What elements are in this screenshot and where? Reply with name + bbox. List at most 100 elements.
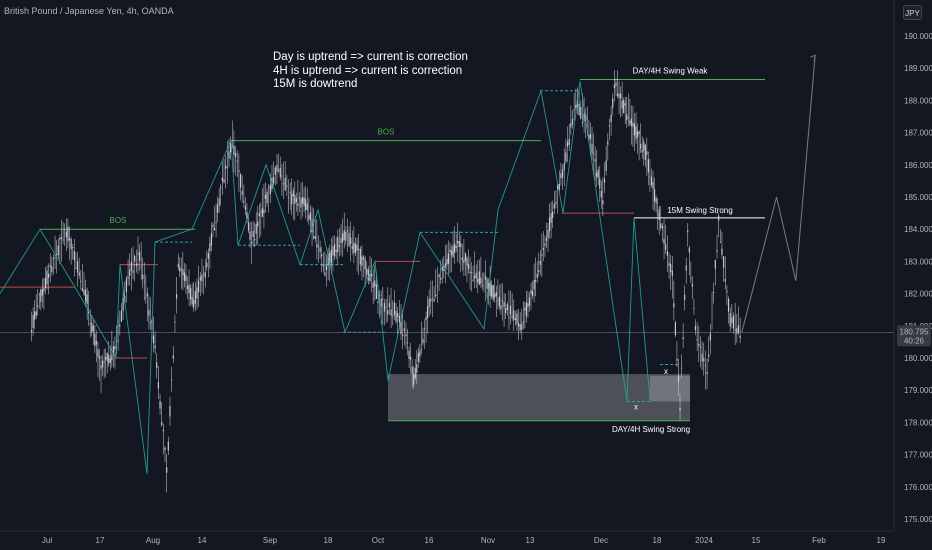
demand-zone xyxy=(388,374,690,421)
candle-body xyxy=(530,289,532,294)
candle-body xyxy=(35,311,37,316)
candle-body xyxy=(670,263,672,273)
candle-body xyxy=(264,194,267,199)
candle-body xyxy=(492,285,494,300)
candle-body xyxy=(440,277,442,280)
candle-body xyxy=(238,170,240,173)
level-layer: BOS BOS DAY/4H Swing Weak 15M Swing Strong D… xyxy=(0,66,894,434)
candle-body xyxy=(231,145,233,147)
candle-body xyxy=(276,165,278,172)
candle-body xyxy=(721,248,723,255)
candle-body xyxy=(145,296,147,298)
candle-body xyxy=(489,282,491,296)
candle-body xyxy=(119,324,121,327)
candle-body xyxy=(130,261,132,271)
candle-body xyxy=(380,298,382,307)
candle-body xyxy=(724,279,726,282)
candle-body xyxy=(495,292,497,297)
swing-layer xyxy=(0,81,651,474)
candle-body xyxy=(739,335,741,338)
price-badge-box xyxy=(897,325,931,347)
price-tick-label: 176.000 xyxy=(904,483,932,492)
candle-body xyxy=(206,262,208,268)
candle-body xyxy=(709,333,711,341)
candle-body xyxy=(188,284,190,294)
candle-body xyxy=(505,307,507,314)
candle-body xyxy=(677,375,680,383)
candle-body xyxy=(693,308,695,309)
candle-body xyxy=(676,358,678,361)
candle-body xyxy=(54,257,56,259)
time-tick-label: 2024 xyxy=(695,536,713,545)
symbol-title[interactable]: British Pound / Japanese Yen, 4h, OANDA xyxy=(4,6,174,16)
currency-button[interactable]: JPY xyxy=(903,5,922,20)
candle-body xyxy=(524,307,526,311)
candle-body xyxy=(180,268,182,270)
candle-body xyxy=(679,407,681,411)
candle-body xyxy=(498,296,500,307)
candle-body xyxy=(387,310,389,315)
candle-body xyxy=(189,288,192,300)
candle-body xyxy=(618,93,620,98)
candle-body xyxy=(737,325,740,333)
candle-body xyxy=(333,244,336,257)
candle-body xyxy=(553,203,555,209)
candle-body xyxy=(225,165,227,169)
candle-body xyxy=(269,184,271,195)
candle-body xyxy=(364,258,366,270)
candle-body xyxy=(172,355,174,359)
candle-body xyxy=(203,273,205,275)
candle-body xyxy=(405,334,407,337)
candle-body xyxy=(65,231,67,238)
candle-body xyxy=(734,329,736,331)
candle-body xyxy=(258,212,260,216)
candle-body xyxy=(289,192,291,193)
candle-body xyxy=(78,272,80,276)
price-tick-label: 188.000 xyxy=(904,96,932,105)
time-axis[interactable]: Jul 17 Aug 14 Sep 18 Oct 16 Nov 13 Dec 18 2024 15 Feb 1… xyxy=(42,536,886,545)
candle-body xyxy=(673,303,675,308)
candle-body xyxy=(348,232,350,247)
candle-body xyxy=(452,245,454,257)
candle-body xyxy=(372,282,374,288)
price-tick-label: 189.000 xyxy=(904,64,932,73)
candle-body xyxy=(450,250,453,256)
candle-body xyxy=(62,239,64,241)
candle-body xyxy=(32,314,34,328)
candle-body xyxy=(475,272,477,279)
candle-body xyxy=(575,104,577,109)
price-tick-label: 182.000 xyxy=(904,290,932,299)
candle-body xyxy=(167,441,169,451)
candle-body xyxy=(166,467,168,473)
candle-body xyxy=(175,294,178,299)
candle-body xyxy=(297,203,299,206)
candle-body xyxy=(182,269,184,276)
candle-body xyxy=(652,182,654,189)
candle-body xyxy=(305,198,307,210)
candle-body xyxy=(525,302,528,316)
candle-body xyxy=(511,315,513,318)
candle-body xyxy=(732,315,735,329)
candle-body xyxy=(696,339,698,341)
candle-body xyxy=(671,270,673,276)
time-tick-label: 19 xyxy=(877,536,886,545)
candle-body xyxy=(545,237,548,242)
candle-body xyxy=(411,366,413,375)
candle-body xyxy=(117,340,119,342)
candle-body xyxy=(327,254,329,266)
candle-body xyxy=(632,122,634,127)
candle-body xyxy=(191,296,193,305)
candle-body xyxy=(377,301,379,304)
candle-body xyxy=(658,209,660,220)
candle-body xyxy=(522,321,524,324)
candle-body xyxy=(571,118,574,125)
candle-body xyxy=(583,114,585,122)
candle-body xyxy=(619,93,622,99)
candle-body xyxy=(109,358,111,364)
candle-body xyxy=(635,126,637,139)
candle-body xyxy=(196,287,198,299)
time-tick-label: Sep xyxy=(263,536,278,545)
candle-body xyxy=(414,367,416,379)
